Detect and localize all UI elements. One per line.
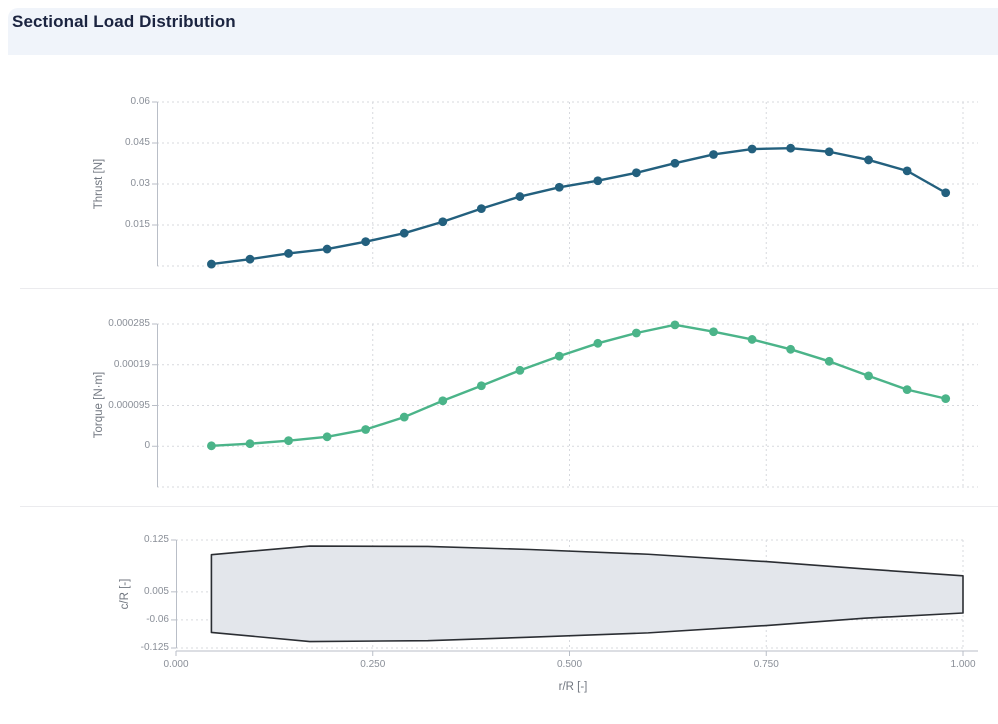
page-title: Sectional Load Distribution: [12, 12, 236, 31]
blade-x-tick: 0.500: [556, 659, 583, 670]
blade-x-tick: 0.250: [360, 659, 386, 670]
thrust-y-tick: 0.03: [130, 178, 150, 189]
section-divider: [20, 288, 998, 289]
thrust-y-tick: 0.06: [130, 96, 150, 107]
blade-y-tick: -0.125: [140, 642, 169, 653]
blade-y-tick: 0.125: [143, 534, 169, 545]
thrust-y-tick: 0.045: [124, 137, 150, 148]
x-axis-title: r/R [-]: [558, 681, 588, 693]
torque-chart-area: [157, 324, 978, 487]
section-divider: [20, 506, 998, 507]
blade-x-tick: 0.000: [163, 659, 189, 670]
blade-planform-chart-area: [176, 540, 963, 648]
thrust-y-axis-title: Thrust [N]: [93, 158, 105, 210]
blade-x-tick: 1.000: [950, 659, 976, 670]
thrust-y-tick: 0.015: [124, 219, 150, 230]
blade-x-tick: 0.750: [753, 659, 779, 670]
blade-y-tick: 0.005: [143, 585, 169, 597]
torque-y-tick: 0: [144, 440, 150, 452]
thrust-chart-area: [157, 102, 978, 266]
torque-y-axis-title: Torque [N·m]: [93, 371, 105, 439]
blade-y-tick: -0.06: [146, 613, 169, 625]
torque-y-tick: 0.000095: [108, 399, 150, 411]
torque-y-tick: 0.00019: [113, 358, 150, 370]
torque-y-tick: 0.000285: [108, 318, 150, 329]
blade-y-axis-title: c/R [-]: [119, 578, 131, 610]
card-header: [8, 8, 998, 55]
